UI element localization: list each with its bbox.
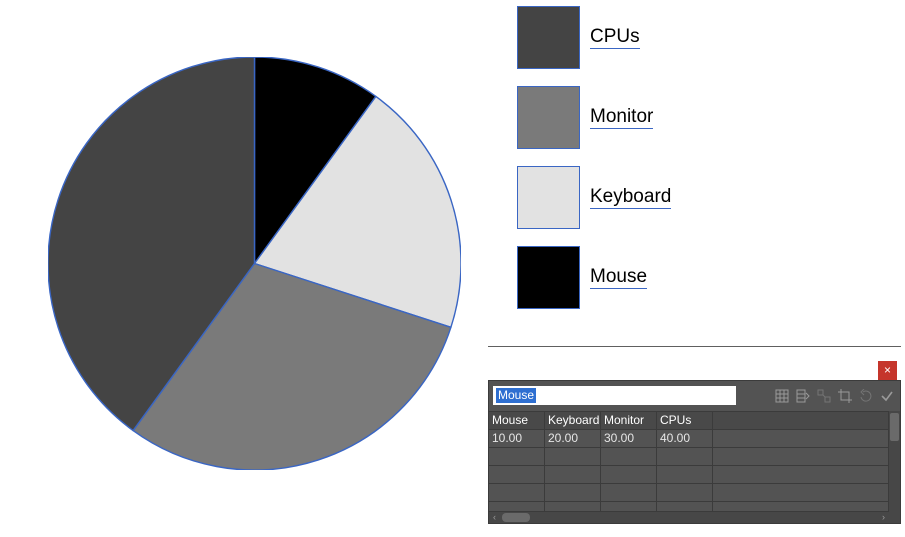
legend-swatch bbox=[517, 246, 580, 309]
grid-cell[interactable] bbox=[545, 484, 601, 501]
table-options-icon[interactable] bbox=[794, 387, 812, 405]
legend-label: Mouse bbox=[590, 266, 647, 289]
grid-cell-empty bbox=[713, 466, 900, 483]
scroll-right-icon[interactable]: › bbox=[878, 512, 889, 523]
legend-label: CPUs bbox=[590, 26, 640, 49]
grid-row[interactable] bbox=[489, 484, 900, 502]
legend-label: Keyboard bbox=[590, 186, 671, 209]
horizontal-scrollbar[interactable]: ‹ › bbox=[489, 511, 889, 523]
legend-item-cpus[interactable]: CPUs bbox=[517, 6, 671, 69]
legend-swatch bbox=[517, 166, 580, 229]
scroll-left-icon[interactable]: ‹ bbox=[489, 512, 500, 523]
grid-cell-empty bbox=[713, 484, 900, 501]
legend-swatch bbox=[517, 86, 580, 149]
legend-item-keyboard[interactable]: Keyboard bbox=[517, 166, 671, 229]
grid-cell[interactable] bbox=[545, 448, 601, 465]
grid-cell[interactable] bbox=[489, 466, 545, 483]
table-icon[interactable] bbox=[773, 387, 791, 405]
grid-cell[interactable] bbox=[601, 448, 657, 465]
series-name-input[interactable]: Mouse bbox=[493, 386, 736, 405]
grid-cell[interactable] bbox=[601, 466, 657, 483]
grid-cell[interactable]: 20.00 bbox=[545, 430, 601, 447]
grid-cell[interactable] bbox=[489, 448, 545, 465]
vertical-scrollbar[interactable] bbox=[888, 411, 900, 512]
undo-icon[interactable] bbox=[857, 387, 875, 405]
pie-chart[interactable] bbox=[48, 57, 461, 470]
grid-row[interactable]: 10.0020.0030.0040.00 bbox=[489, 430, 900, 448]
grid-cell[interactable] bbox=[545, 466, 601, 483]
series-name-value: Mouse bbox=[496, 388, 536, 403]
scrollbar-corner bbox=[889, 512, 900, 523]
grid-cell[interactable] bbox=[657, 484, 713, 501]
legend-item-monitor[interactable]: Monitor bbox=[517, 86, 671, 149]
data-grid[interactable]: MouseKeyboardMonitorCPUs10.0020.0030.004… bbox=[489, 412, 900, 513]
grid-cell[interactable] bbox=[657, 466, 713, 483]
grid-cell-empty bbox=[713, 412, 900, 429]
data-grid-panel: Mouse MouseKeyboardMonitorCPUs10.0020. bbox=[488, 380, 901, 524]
pie-svg bbox=[48, 57, 461, 470]
grid-cell[interactable]: 30.00 bbox=[601, 430, 657, 447]
grid-header-cell: Monitor bbox=[601, 412, 657, 429]
vertical-scrollbar-thumb[interactable] bbox=[890, 413, 899, 441]
legend-label: Monitor bbox=[590, 106, 653, 129]
grid-row[interactable] bbox=[489, 466, 900, 484]
grid-cell[interactable] bbox=[489, 484, 545, 501]
grid-header-cell: Mouse bbox=[489, 412, 545, 429]
grid-header-cell: CPUs bbox=[657, 412, 713, 429]
grid-cell[interactable] bbox=[601, 484, 657, 501]
confirm-icon[interactable] bbox=[878, 387, 896, 405]
panel-divider bbox=[488, 346, 901, 347]
grid-header-cell: Keyboard bbox=[545, 412, 601, 429]
grid-cell[interactable]: 10.00 bbox=[489, 430, 545, 447]
legend: CPUs Monitor Keyboard Mouse bbox=[517, 6, 671, 326]
panel-toolbar: Mouse bbox=[489, 381, 900, 412]
grid-cell[interactable] bbox=[657, 448, 713, 465]
grid-cell-empty bbox=[713, 430, 900, 447]
grid-row[interactable] bbox=[489, 448, 900, 466]
link-cells-icon[interactable] bbox=[815, 387, 833, 405]
crop-icon[interactable] bbox=[836, 387, 854, 405]
grid-cell[interactable]: 40.00 bbox=[657, 430, 713, 447]
grid-cell-empty bbox=[713, 448, 900, 465]
close-button[interactable]: × bbox=[878, 361, 897, 380]
legend-swatch bbox=[517, 6, 580, 69]
horizontal-scrollbar-thumb[interactable] bbox=[502, 513, 530, 522]
legend-item-mouse[interactable]: Mouse bbox=[517, 246, 671, 309]
grid-header-row: MouseKeyboardMonitorCPUs bbox=[489, 412, 900, 430]
